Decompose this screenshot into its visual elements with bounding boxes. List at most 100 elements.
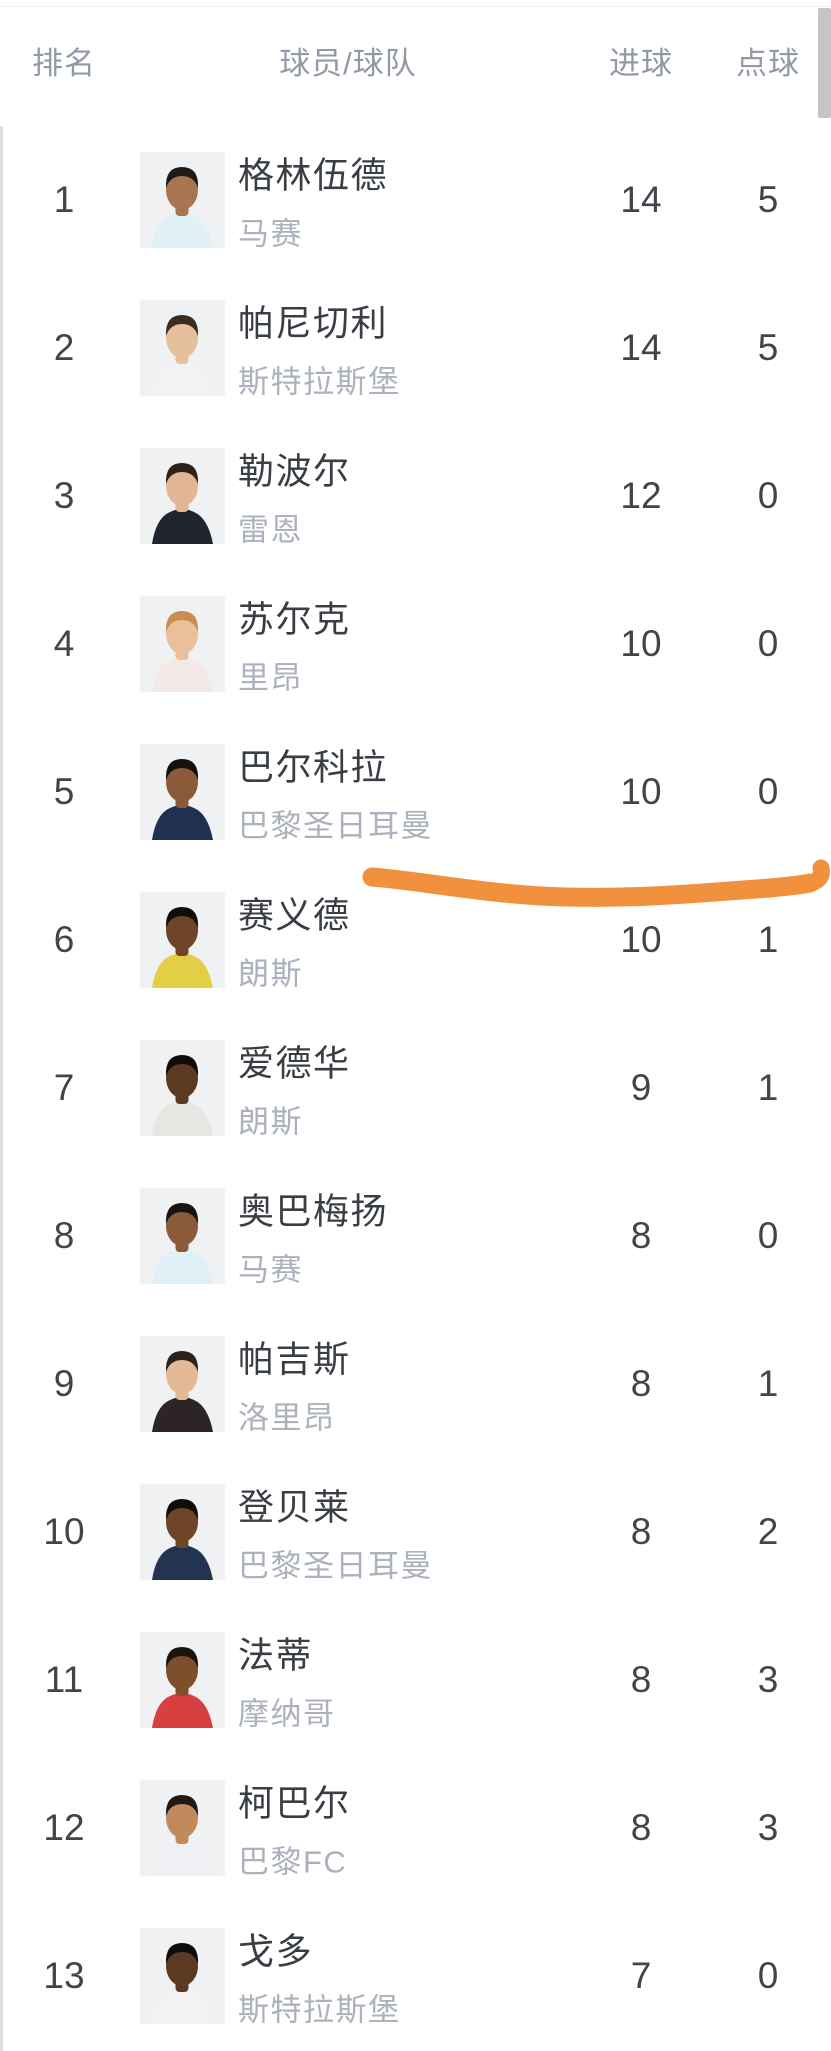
left-edge-divider: [0, 126, 3, 2051]
player-name: 爱德华: [238, 1042, 351, 1084]
player-photo: [140, 1484, 225, 1580]
player-photo: [140, 1188, 225, 1284]
team-name: 斯特拉斯堡: [238, 1992, 401, 2028]
player-name: 柯巴尔: [238, 1782, 351, 1824]
player-photo: [140, 892, 225, 988]
rank-value: 10: [43, 1511, 85, 1552]
rank-value: 13: [43, 1955, 85, 1996]
goals-value: 12: [620, 475, 662, 516]
scorer-row[interactable]: 4 苏尔克 里昂 10 0: [0, 570, 831, 718]
team-name: 斯特拉斯堡: [238, 364, 401, 400]
player-photo: [140, 1040, 225, 1136]
player-name: 苏尔克: [238, 598, 351, 640]
penalties-value: 0: [757, 475, 779, 516]
player-info: 奥巴梅扬 马赛: [238, 1183, 388, 1290]
player-info: 巴尔科拉 巴黎圣日耳曼: [238, 739, 433, 846]
vertical-scrollbar-thumb[interactable]: [818, 8, 831, 118]
scorer-row[interactable]: 13 戈多 斯特拉斯堡 7 0: [0, 1902, 831, 2050]
header-goals: 进球: [609, 46, 673, 81]
scorer-row[interactable]: 6 赛义德 朗斯 10 1: [0, 866, 831, 1014]
player-info: 柯巴尔 巴黎FC: [238, 1775, 351, 1882]
team-name: 洛里昂: [238, 1400, 336, 1436]
penalties-value: 1: [757, 919, 779, 960]
rank-value: 4: [53, 623, 75, 664]
team-name: 巴黎圣日耳曼: [238, 1548, 433, 1584]
team-name: 摩纳哥: [238, 1696, 336, 1732]
penalties-value: 3: [757, 1807, 779, 1848]
player-info: 勒波尔 雷恩: [238, 443, 351, 550]
rank-value: 5: [53, 771, 75, 812]
player-photo: [140, 300, 225, 396]
player-photo: [140, 744, 225, 840]
player-name: 法蒂: [238, 1634, 314, 1676]
player-info: 帕尼切利 斯特拉斯堡: [238, 295, 401, 402]
scorer-row[interactable]: 12 柯巴尔 巴黎FC 8 3: [0, 1754, 831, 1902]
penalties-value: 0: [757, 771, 779, 812]
team-name: 巴黎圣日耳曼: [238, 808, 433, 844]
player-name: 格林伍德: [238, 154, 389, 196]
player-name: 勒波尔: [238, 450, 351, 492]
team-name: 雷恩: [238, 512, 303, 548]
scorer-row[interactable]: 1 格林伍德 马赛 14 5: [0, 126, 831, 274]
goals-value: 10: [620, 919, 662, 960]
team-name: 马赛: [238, 216, 303, 252]
team-name: 巴黎FC: [238, 1844, 348, 1880]
player-info: 登贝莱 巴黎圣日耳曼: [238, 1479, 433, 1586]
header-penalties: 点球: [736, 46, 800, 81]
scorer-row[interactable]: 9 帕吉斯 洛里昂 8 1: [0, 1310, 831, 1458]
penalties-value: 0: [757, 1215, 779, 1256]
scorer-row[interactable]: 8 奥巴梅扬 马赛 8 0: [0, 1162, 831, 1310]
scorer-row[interactable]: 11 法蒂 摩纳哥 8 3: [0, 1606, 831, 1754]
goals-value: 8: [630, 1215, 652, 1256]
player-photo: [140, 448, 225, 544]
scorer-row[interactable]: 3 勒波尔 雷恩 12 0: [0, 422, 831, 570]
penalties-value: 1: [757, 1363, 779, 1404]
penalties-value: 3: [757, 1659, 779, 1700]
rank-value: 8: [53, 1215, 75, 1256]
player-photo: [140, 1336, 225, 1432]
header-player-team: 球员/球队: [279, 46, 417, 81]
player-info: 戈多 斯特拉斯堡: [238, 1923, 401, 2030]
penalties-value: 0: [757, 1955, 779, 1996]
goals-value: 8: [630, 1807, 652, 1848]
rank-value: 7: [53, 1067, 75, 1108]
player-name: 登贝莱: [238, 1486, 351, 1528]
player-photo: [140, 1928, 225, 2024]
rank-value: 1: [53, 179, 75, 220]
penalties-value: 0: [757, 623, 779, 664]
goals-value: 8: [630, 1363, 652, 1404]
player-photo: [140, 1780, 225, 1876]
scorer-row[interactable]: 5 巴尔科拉 巴黎圣日耳曼 10 0: [0, 718, 831, 866]
player-info: 帕吉斯 洛里昂: [238, 1331, 351, 1438]
rank-value: 6: [53, 919, 75, 960]
goals-value: 7: [630, 1955, 652, 1996]
scorer-row[interactable]: 10 登贝莱 巴黎圣日耳曼 8 2: [0, 1458, 831, 1606]
goals-value: 14: [620, 327, 662, 368]
player-photo: [140, 1632, 225, 1728]
player-name: 巴尔科拉: [238, 746, 389, 788]
goals-value: 9: [630, 1067, 652, 1108]
player-info: 格林伍德 马赛: [238, 147, 388, 254]
rank-value: 9: [53, 1363, 75, 1404]
player-photo: [140, 596, 225, 692]
rank-value: 3: [53, 475, 75, 516]
goals-value: 10: [620, 623, 662, 664]
player-name: 帕吉斯: [238, 1338, 351, 1380]
header-rank: 排名: [32, 46, 96, 81]
rank-value: 11: [44, 1659, 84, 1700]
team-name: 朗斯: [238, 1104, 303, 1140]
scorer-row[interactable]: 2 帕尼切利 斯特拉斯堡 14 5: [0, 274, 831, 422]
rank-value: 12: [43, 1807, 85, 1848]
team-name: 里昂: [238, 660, 303, 696]
player-name: 奥巴梅扬: [238, 1190, 389, 1232]
penalties-value: 2: [757, 1511, 779, 1552]
team-name: 朗斯: [238, 956, 303, 992]
player-info: 赛义德 朗斯: [238, 887, 351, 994]
goals-value: 10: [620, 771, 662, 812]
player-info: 爱德华 朗斯: [238, 1035, 351, 1142]
penalties-value: 1: [757, 1067, 779, 1108]
goals-value: 8: [630, 1659, 652, 1700]
scorer-row[interactable]: 7 爱德华 朗斯 9 1: [0, 1014, 831, 1162]
top-divider: [0, 6, 831, 7]
